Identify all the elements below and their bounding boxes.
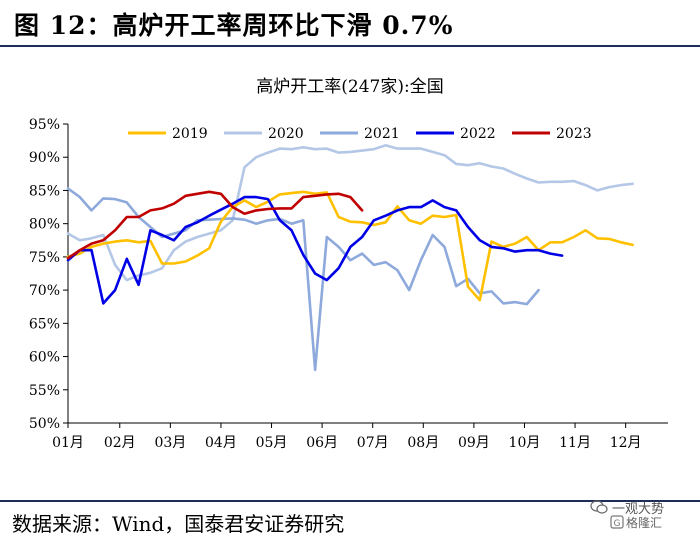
- watermark-brand: 格隆汇: [626, 516, 663, 530]
- y-tick-label: 95%: [29, 117, 60, 133]
- legend-label-2019: 2019: [172, 126, 208, 142]
- legend-label-2023: 2023: [556, 126, 592, 142]
- figure-title: 图 12：高炉开工率周环比下滑 0.7%: [14, 11, 454, 40]
- y-tick-label: 60%: [29, 350, 60, 366]
- x-tick-label: 06月: [306, 435, 338, 451]
- legend-label-2021: 2021: [364, 126, 400, 142]
- y-tick-label: 75%: [29, 250, 60, 266]
- x-tick-label: 05月: [256, 435, 288, 451]
- series-layer: [66, 144, 634, 372]
- series-line-2023: [66, 190, 364, 260]
- x-tick-label: 08月: [407, 435, 439, 451]
- source-rule: [0, 500, 700, 502]
- series-line-2020: [66, 144, 634, 282]
- y-tick-label: 65%: [29, 316, 60, 332]
- x-tick-label: 09月: [458, 435, 490, 451]
- y-tick-label: 90%: [29, 150, 60, 166]
- y-tick-label: 80%: [29, 217, 60, 233]
- x-tick-label: 01月: [52, 435, 84, 451]
- chart-title: 高炉开工率(247家):全国: [256, 77, 443, 97]
- x-tick-label: 12月: [610, 435, 642, 451]
- series-line-2021: [66, 187, 540, 372]
- x-tick-label: 10月: [509, 435, 541, 451]
- x-tick-label: 11月: [559, 435, 591, 451]
- watermark-text: 一观大势: [612, 502, 665, 517]
- series-line-2022: [66, 195, 564, 305]
- chart-legend: 2019 2020 2021 2022 2023: [128, 126, 592, 142]
- gelonghui-logo-icon: G: [610, 515, 624, 529]
- y-tick-label: 50%: [29, 416, 60, 432]
- y-tick-label: 55%: [29, 383, 60, 399]
- x-tick-label: 07月: [357, 435, 389, 451]
- watermark-badge: G: [614, 519, 621, 529]
- title-rule: [0, 45, 700, 47]
- legend-label-2022: 2022: [460, 126, 496, 142]
- line-chart: 高炉开工率(247家):全国 50% 55% 60% 65% 70% 75% 80% 85% 9…: [29, 77, 668, 451]
- x-tick-label: 02月: [104, 435, 136, 451]
- watermark: 一观大势 G 格隆汇: [588, 496, 694, 532]
- legend-label-2020: 2020: [268, 126, 304, 142]
- source-note: 数据来源：Wind，国泰君安证券研究: [12, 512, 345, 536]
- y-tick-label: 85%: [29, 183, 60, 199]
- chart-axes: 50% 55% 60% 65% 70% 75% 80% 85% 90% 95% 01月 02月 03月 0…: [29, 117, 668, 451]
- wechat-icon: [590, 500, 608, 514]
- y-tick-label: 70%: [29, 283, 60, 299]
- x-tick-label: 04月: [205, 435, 237, 451]
- x-tick-label: 03月: [154, 435, 186, 451]
